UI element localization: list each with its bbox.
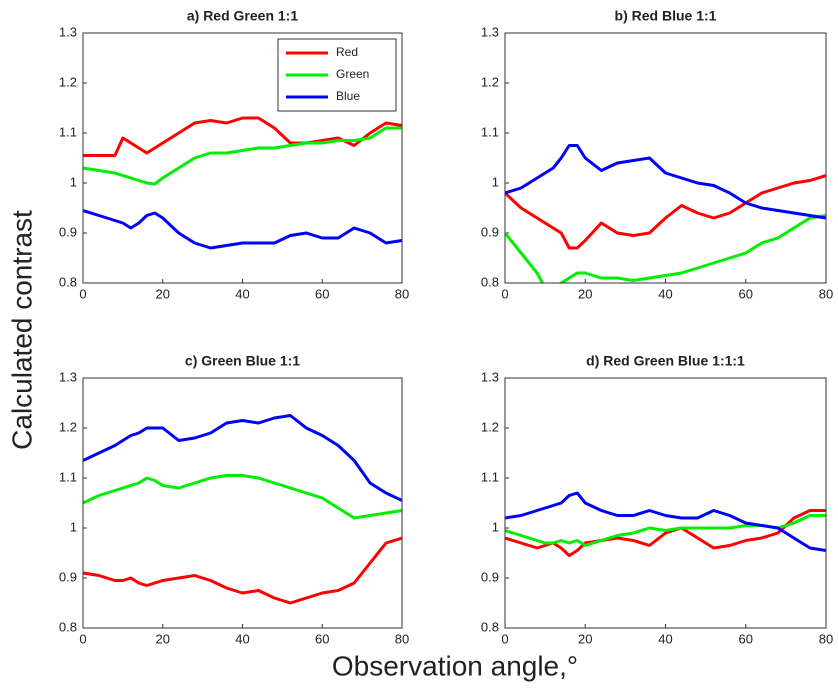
x-tick-label: 80 <box>395 631 409 646</box>
y-tick-label: 1.3 <box>59 24 77 39</box>
y-tick-label: 1.3 <box>481 369 499 384</box>
data-line <box>83 536 402 605</box>
y-tick-label: 0.8 <box>59 619 77 634</box>
legend: Red Green Blue <box>277 38 397 112</box>
y-tick-label: 1.1 <box>481 124 499 139</box>
x-axis-label: Observation angle,° <box>332 650 578 681</box>
x-tick-label: 60 <box>315 286 329 301</box>
x-tick-label: 40 <box>658 286 672 301</box>
plot-area <box>505 144 826 283</box>
data-line <box>505 144 826 220</box>
x-tick-label: 80 <box>395 286 409 301</box>
chart-title: c) Green Blue 1:1 <box>185 353 300 369</box>
y-tick-label: 1.2 <box>481 74 499 89</box>
x-tick-label: 0 <box>79 286 86 301</box>
x-tick-label: 20 <box>578 286 592 301</box>
x-tick-label: 80 <box>819 286 833 301</box>
y-tick-label: 1.2 <box>59 74 77 89</box>
y-tick-label: 1.3 <box>59 369 77 384</box>
y-tick-label: 0.9 <box>481 224 499 239</box>
legend-label: Red <box>336 45 358 59</box>
data-line <box>83 474 402 520</box>
data-line <box>505 509 826 557</box>
y-tick-label: 1.2 <box>481 419 499 434</box>
data-line <box>505 491 826 552</box>
y-tick-label: 0.8 <box>481 274 499 289</box>
plot-area <box>83 116 402 250</box>
axes-frame <box>504 377 827 629</box>
x-tick-label: 0 <box>79 631 86 646</box>
axes-frame <box>504 32 827 284</box>
data-line <box>505 214 826 283</box>
data-line <box>505 174 826 250</box>
x-tick-label: 40 <box>235 286 249 301</box>
y-tick-label: 0.9 <box>59 224 77 239</box>
legend-label: Blue <box>336 89 360 103</box>
chart-title: a) Red Green 1:1 <box>187 8 298 24</box>
plot-area <box>83 414 402 605</box>
x-tick-label: 0 <box>501 286 508 301</box>
y-tick-label: 0.8 <box>59 274 77 289</box>
y-tick-label: 1.1 <box>481 469 499 484</box>
x-tick-label: 80 <box>819 631 833 646</box>
axes-frame <box>82 377 403 629</box>
x-tick-label: 20 <box>578 631 592 646</box>
y-tick-label: 0.8 <box>481 619 499 634</box>
y-tick-label: 1.1 <box>59 469 77 484</box>
plot-area <box>505 491 826 557</box>
axes-frame <box>82 32 403 284</box>
data-line <box>505 514 826 547</box>
x-tick-label: 60 <box>739 631 753 646</box>
chart-title: b) Red Blue 1:1 <box>615 8 717 24</box>
x-tick-label: 20 <box>156 286 170 301</box>
data-line <box>83 126 402 186</box>
x-tick-label: 20 <box>156 631 170 646</box>
y-tick-label: 1 <box>70 519 77 534</box>
x-tick-label: 0 <box>501 631 508 646</box>
y-axis-label: Calculated contrast <box>6 210 37 450</box>
legend-label: Green <box>336 67 369 81</box>
y-tick-label: 0.9 <box>481 569 499 584</box>
chart-title: d) Red Green Blue 1:1:1 <box>586 353 745 369</box>
y-tick-label: 1 <box>70 174 77 189</box>
y-tick-label: 1.2 <box>59 419 77 434</box>
y-tick-label: 1 <box>492 174 499 189</box>
x-tick-label: 40 <box>235 631 249 646</box>
y-tick-label: 0.9 <box>59 569 77 584</box>
y-tick-label: 1.3 <box>481 24 499 39</box>
y-tick-label: 1.1 <box>59 124 77 139</box>
y-tick-label: 1 <box>492 519 499 534</box>
x-tick-label: 60 <box>739 286 753 301</box>
data-line <box>83 414 402 502</box>
x-tick-label: 40 <box>658 631 672 646</box>
x-tick-label: 60 <box>315 631 329 646</box>
data-line <box>83 209 402 250</box>
